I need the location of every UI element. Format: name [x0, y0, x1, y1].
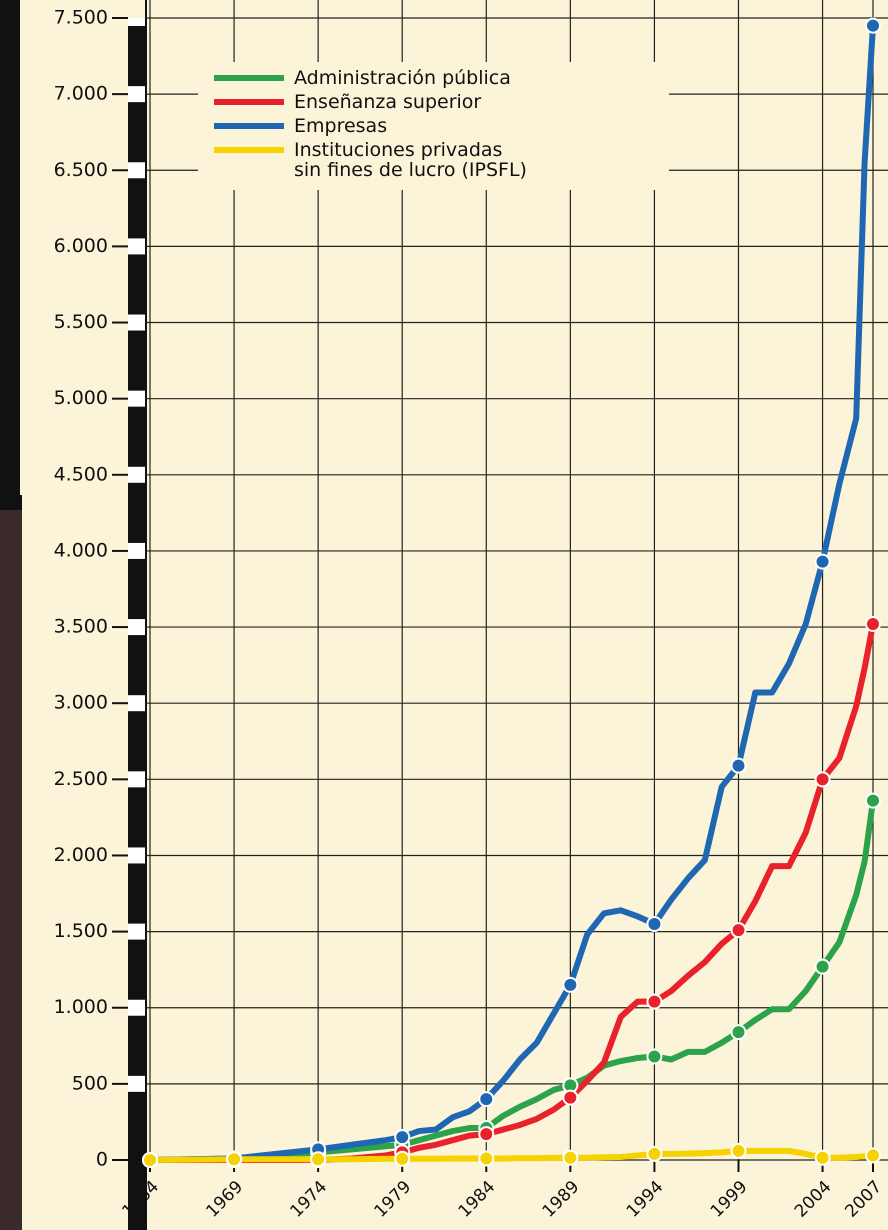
y-tick-label: 3.500 — [54, 616, 108, 638]
x-tick-label: 2007 — [841, 1177, 886, 1222]
point-marker — [394, 1129, 411, 1146]
ruler-black — [128, 558, 146, 620]
ruler-black — [128, 26, 146, 87]
y-tick-label: 0 — [96, 1149, 108, 1171]
legend-label: Enseñanza superior — [294, 91, 482, 113]
point-marker — [814, 553, 831, 570]
ruler-black — [128, 1015, 146, 1076]
legend-swatch — [214, 99, 284, 105]
y-tick-label: 1.500 — [54, 920, 108, 942]
ruler-black — [128, 1152, 146, 1230]
x-tick-label: 1984 — [455, 1177, 500, 1222]
ruler-black — [128, 406, 146, 467]
point-marker — [730, 922, 747, 939]
legend-swatch — [214, 75, 284, 81]
y-tick-label: 2.500 — [54, 768, 108, 790]
point-marker — [394, 1150, 411, 1167]
series-line — [149, 800, 876, 1163]
y-tick-label: 2.000 — [54, 844, 108, 866]
ruler-black — [128, 102, 146, 163]
legend-swatch — [214, 123, 284, 129]
x-tick-label: 1994 — [623, 1177, 668, 1222]
point-marker — [478, 1091, 495, 1108]
x-tick-label: 1999 — [707, 1177, 752, 1222]
y-tick-label: 6.500 — [54, 159, 108, 181]
legend-swatch — [214, 147, 284, 153]
point-marker — [562, 1089, 579, 1106]
point-marker — [226, 1151, 243, 1168]
point-marker — [814, 771, 831, 788]
ruler-black — [128, 254, 146, 315]
y-tick-label: 4.500 — [54, 463, 108, 485]
x-tick-label: 1979 — [371, 1177, 416, 1222]
ruler-black — [128, 330, 146, 391]
ruler-black — [128, 178, 146, 239]
series-line — [149, 25, 876, 1163]
point-marker — [646, 993, 663, 1010]
y-tick-label: 3.000 — [54, 692, 108, 714]
ruler-black — [128, 863, 146, 924]
point-marker — [814, 958, 831, 975]
point-marker — [478, 1126, 495, 1143]
point-marker — [562, 976, 579, 993]
point-marker — [865, 17, 881, 34]
legend: Administración pública Enseñanza superior… — [198, 62, 669, 190]
legend-item: Empresas — [206, 116, 661, 136]
point-marker — [310, 1151, 327, 1168]
legend-label: Instituciones privadas sin fines de lucr… — [294, 139, 527, 181]
x-tick-label: 2004 — [791, 1177, 836, 1222]
point-marker — [865, 1147, 881, 1164]
y-tick-label: 7.000 — [54, 83, 108, 105]
ruler-black — [128, 939, 146, 1000]
legend-label: Administración pública — [294, 67, 511, 89]
left-photo-edge — [0, 495, 22, 510]
series-line — [149, 1147, 874, 1163]
ruler-black — [128, 482, 146, 543]
point-marker — [730, 1142, 747, 1159]
ruler-black — [128, 711, 146, 772]
y-tick-label: 500 — [72, 1072, 108, 1094]
point-marker — [865, 792, 881, 809]
point-marker — [865, 616, 881, 633]
ruler-black — [128, 787, 146, 848]
y-tick-label: 5.500 — [54, 311, 108, 333]
ruler-black — [128, 635, 146, 696]
point-marker — [730, 1024, 747, 1041]
point-marker — [646, 1145, 663, 1162]
point-marker — [646, 915, 663, 932]
point-marker — [814, 1149, 831, 1166]
legend-item: Enseñanza superior — [206, 92, 661, 112]
point-marker — [142, 1152, 158, 1168]
series-line — [150, 623, 876, 1163]
point-marker — [646, 1048, 663, 1065]
legend-item: Instituciones privadas sin fines de lucr… — [206, 140, 661, 180]
x-tick-label: 1974 — [286, 1177, 331, 1222]
y-tick-label: 4.000 — [54, 539, 108, 561]
x-tick-label: 1989 — [539, 1177, 584, 1222]
y-tick-label: 5.000 — [54, 387, 108, 409]
ruler-black — [128, 1091, 146, 1152]
point-marker — [562, 1149, 579, 1166]
legend-item: Administración pública — [206, 68, 661, 88]
y-tick-label: 6.000 — [54, 235, 108, 257]
y-tick-label: 7.500 — [54, 7, 108, 29]
legend-label: Empresas — [294, 115, 388, 137]
y-tick-label: 1.000 — [54, 996, 108, 1018]
x-tick-label: 1969 — [202, 1177, 247, 1222]
point-marker — [730, 757, 747, 774]
point-marker — [478, 1150, 495, 1167]
left-photo — [0, 510, 22, 1230]
